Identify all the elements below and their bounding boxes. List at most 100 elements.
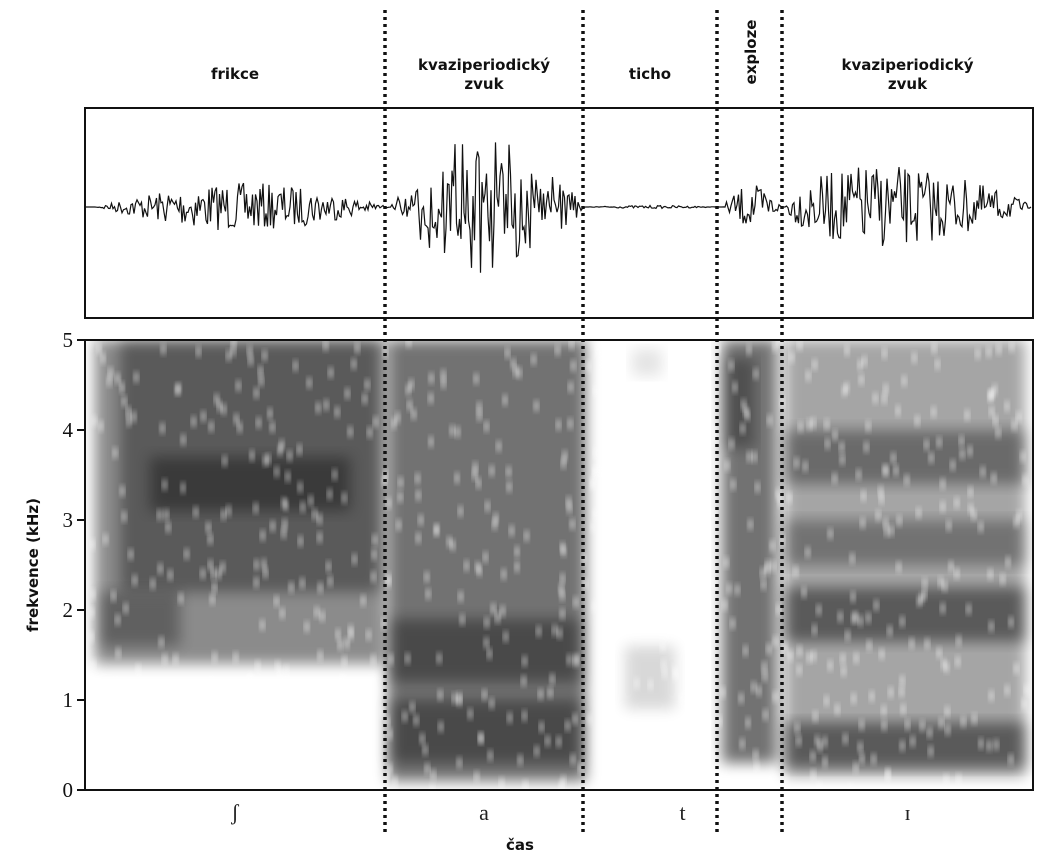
speckle — [658, 601, 664, 614]
speckle — [942, 580, 948, 593]
speckle — [103, 533, 109, 546]
speckle — [752, 780, 758, 789]
speckle — [993, 738, 999, 751]
speckle — [121, 395, 127, 408]
speckle — [500, 605, 506, 618]
speckle — [646, 779, 652, 789]
speckle — [724, 459, 730, 472]
speckle — [634, 677, 640, 690]
speckle — [845, 629, 851, 642]
speckle — [283, 664, 289, 677]
speckle — [590, 520, 596, 533]
speckle — [332, 468, 338, 481]
speckle — [924, 438, 929, 451]
energy — [785, 587, 1025, 642]
speckle — [651, 487, 657, 500]
speckle — [941, 658, 947, 671]
speckle — [434, 523, 440, 536]
y-tick-label: 2 — [63, 598, 74, 622]
y-tick-label: 5 — [63, 328, 74, 352]
speckle — [1008, 616, 1014, 629]
speckle — [495, 611, 501, 624]
speckle — [538, 688, 544, 701]
speckle — [850, 590, 856, 603]
speckle — [282, 518, 288, 531]
speckle — [890, 452, 896, 464]
speckle — [753, 367, 759, 380]
speckle — [531, 353, 537, 366]
speckle — [916, 507, 922, 519]
speckle — [882, 464, 888, 477]
speckle — [524, 529, 530, 542]
speckle — [134, 696, 140, 709]
speckle — [911, 351, 917, 364]
speckle — [593, 384, 599, 397]
speckle — [212, 651, 218, 664]
waveform — [86, 142, 1032, 273]
speckle — [458, 590, 464, 603]
speckle — [126, 405, 131, 418]
speckle — [570, 753, 576, 766]
speckle — [406, 341, 412, 348]
speckle — [613, 498, 619, 511]
speckle — [437, 689, 443, 701]
speckle — [425, 587, 431, 600]
speckle — [810, 750, 816, 763]
speckle — [418, 514, 424, 526]
speckle — [1016, 510, 1022, 523]
speckle — [165, 521, 171, 534]
speckle — [776, 603, 781, 616]
speckle — [893, 464, 899, 477]
speckle — [459, 613, 465, 626]
speckle — [730, 478, 736, 491]
speckle — [231, 341, 237, 348]
speckle — [335, 746, 341, 759]
speckle — [506, 480, 512, 493]
speckle — [709, 747, 715, 760]
speckle — [664, 626, 670, 639]
energy — [725, 358, 755, 448]
speckle — [157, 562, 163, 575]
speckle — [351, 357, 357, 370]
speckle — [300, 500, 306, 513]
speckle — [319, 610, 325, 623]
speckle — [931, 342, 937, 355]
speckle — [569, 341, 574, 350]
speckle — [686, 533, 692, 546]
y-tick-label: 3 — [63, 508, 74, 532]
speckle — [260, 529, 266, 542]
speckle — [987, 568, 993, 581]
speckle — [207, 533, 213, 545]
speckle — [484, 420, 489, 433]
speckle — [812, 358, 818, 371]
speckle — [839, 453, 845, 466]
speckle — [841, 384, 847, 397]
speckle — [901, 374, 907, 387]
speckle — [967, 445, 973, 457]
speckle — [169, 746, 175, 758]
speckle — [859, 718, 865, 731]
speckle — [356, 762, 362, 775]
speckle — [805, 546, 811, 559]
speckle — [473, 372, 479, 385]
speckle — [388, 653, 394, 666]
speckle — [586, 713, 592, 726]
speckle — [163, 508, 169, 521]
speckle — [128, 548, 134, 561]
speckle — [753, 749, 759, 761]
speckle — [386, 497, 392, 510]
speckle — [805, 369, 811, 382]
speckle — [314, 606, 320, 619]
speckle — [277, 444, 283, 457]
speckle — [570, 359, 576, 372]
speckle — [306, 376, 312, 389]
speckle — [96, 342, 102, 355]
speckle — [670, 753, 676, 766]
speckle — [174, 383, 180, 396]
speckle — [366, 628, 372, 641]
speckle — [430, 768, 436, 781]
speckle — [633, 527, 639, 540]
speckle — [954, 496, 960, 509]
speckle — [1009, 341, 1015, 353]
speckle — [505, 347, 510, 360]
